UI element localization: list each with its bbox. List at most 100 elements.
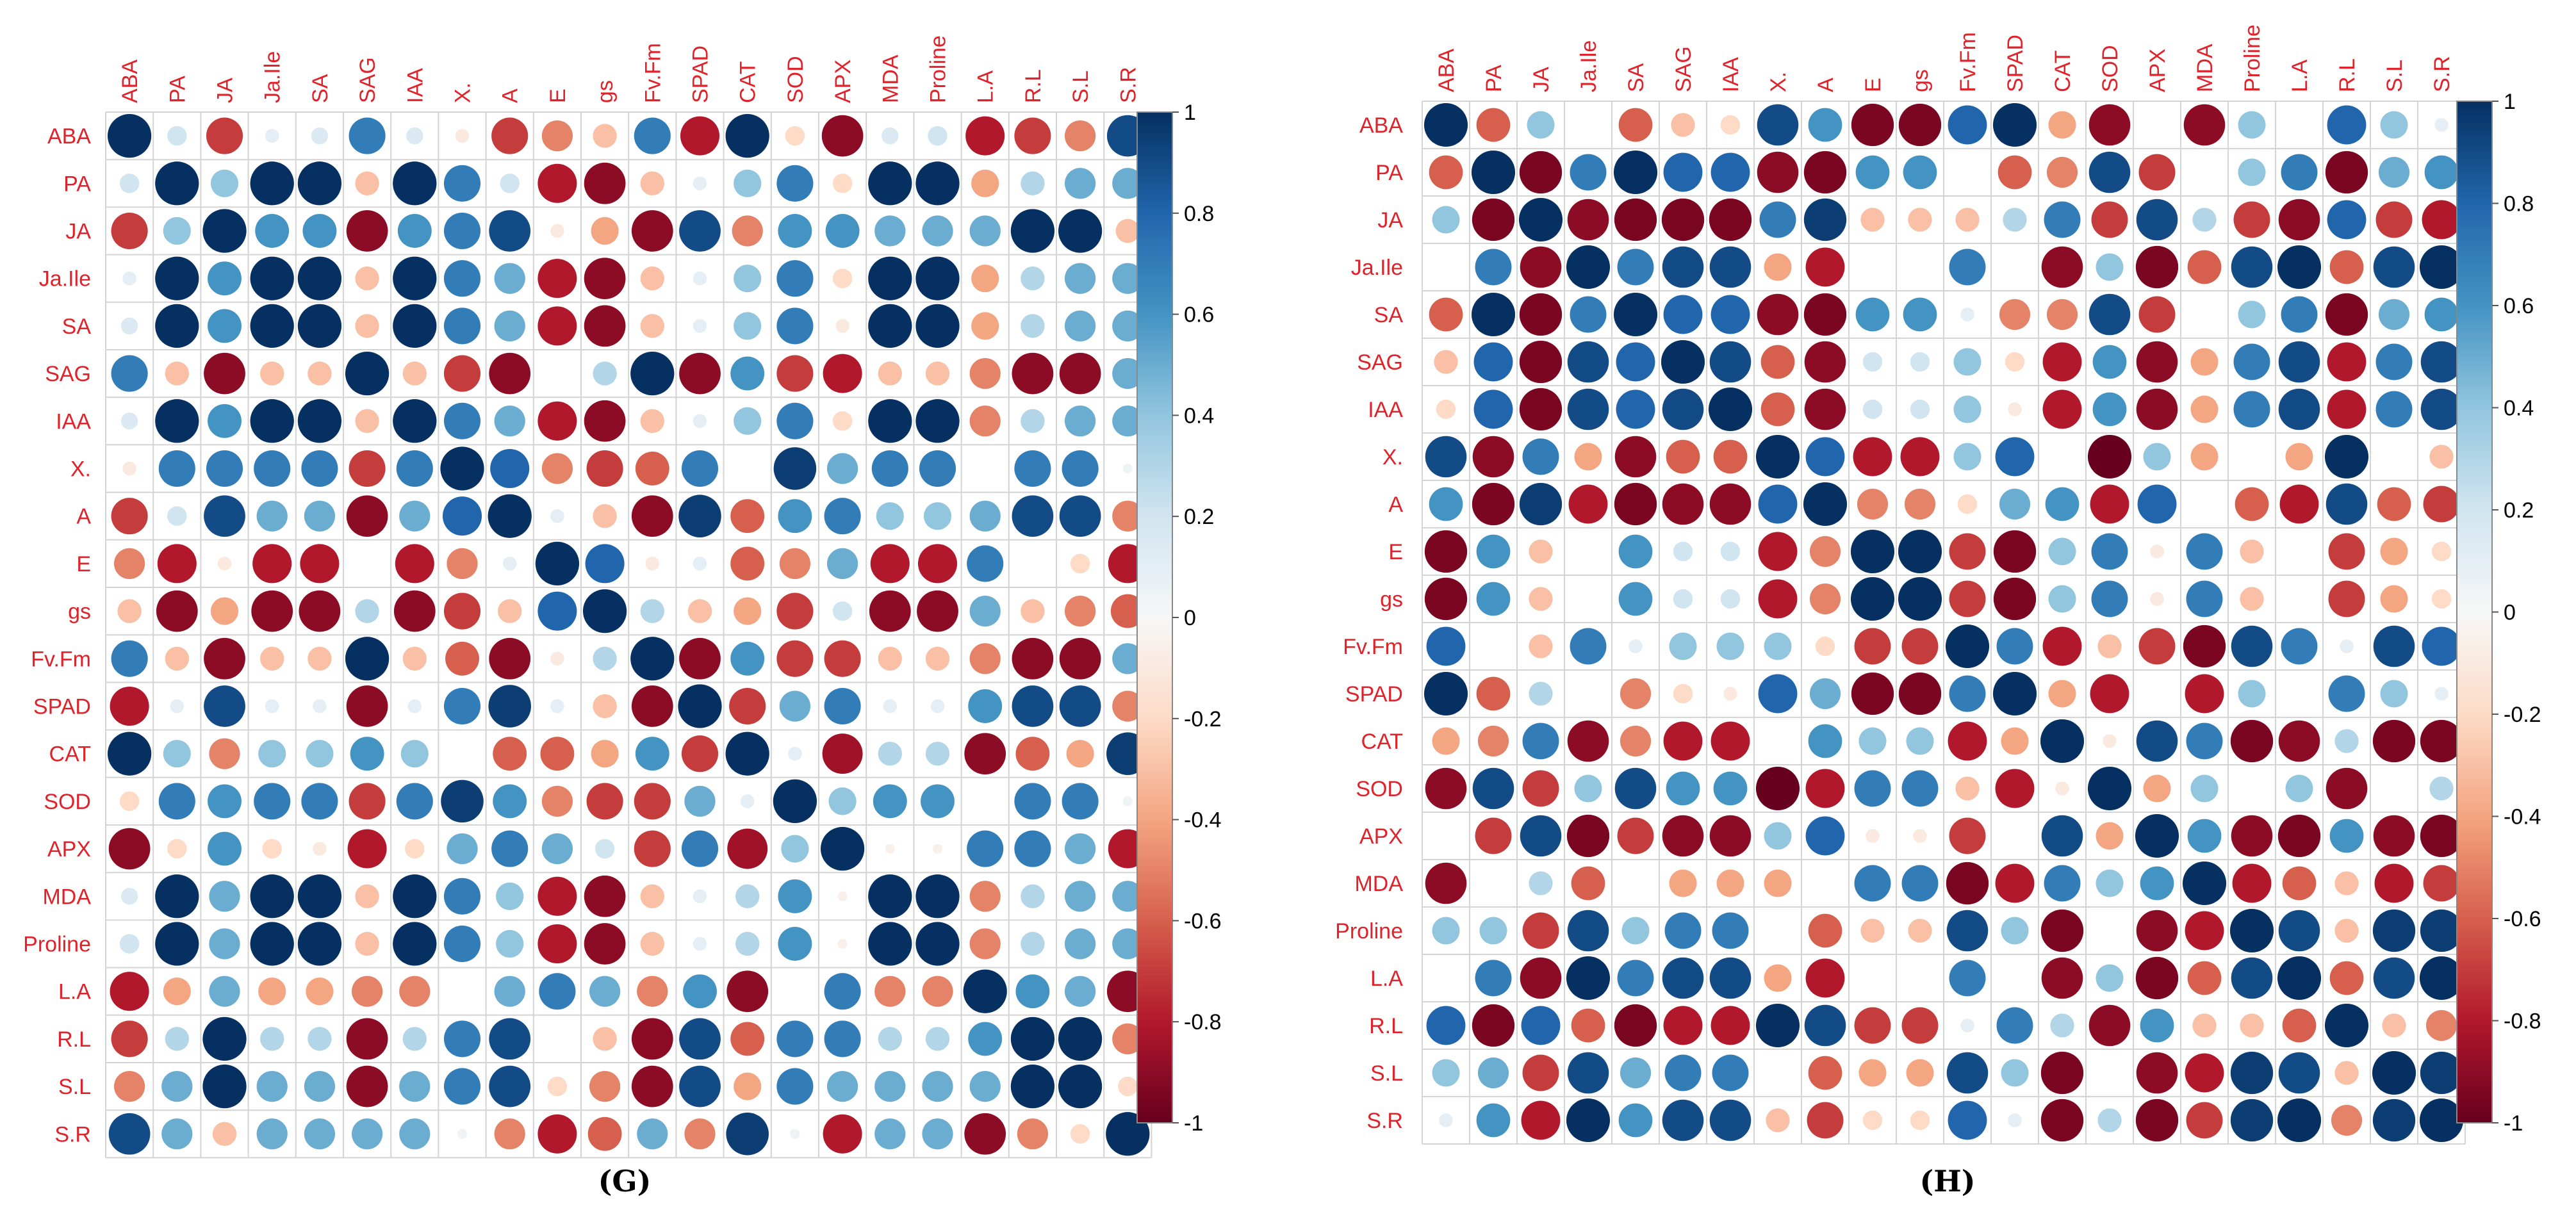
correlation-circle <box>915 304 960 348</box>
correlation-circle <box>110 686 149 726</box>
correlation-circle <box>165 646 189 671</box>
correlation-circle <box>2373 625 2415 667</box>
correlation-circle <box>208 261 242 296</box>
correlation-circle <box>740 794 755 808</box>
correlation-circle <box>679 637 721 680</box>
correlation-circle <box>837 891 848 901</box>
colorbar-tick-label: -0.4 <box>1184 808 1222 833</box>
correlation-circle <box>1948 721 1987 761</box>
correlation-circle <box>110 972 149 1011</box>
colorbar-tick-label: 1 <box>2504 90 2516 114</box>
correlation-circle <box>1662 1099 1704 1141</box>
column-label: E <box>546 88 570 103</box>
correlation-circle <box>2425 1009 2457 1041</box>
correlation-circle <box>2380 111 2408 139</box>
correlation-circle <box>1908 208 1932 232</box>
correlation-circle <box>1567 720 1609 762</box>
correlation-circle <box>2185 911 2224 951</box>
correlation-circle <box>2186 580 2223 617</box>
correlation-circle <box>1475 960 1512 997</box>
colorbar-tick-label: 0.4 <box>1184 404 1214 428</box>
correlation-circle <box>2231 815 2273 857</box>
correlation-circle <box>776 640 814 677</box>
correlation-circle <box>1010 1017 1055 1061</box>
correlation-circle <box>826 1070 858 1102</box>
correlation-circle <box>108 1113 151 1155</box>
correlation-circle <box>250 399 294 443</box>
correlation-circle <box>302 214 337 248</box>
correlation-circle <box>785 126 805 146</box>
correlation-circle <box>635 452 669 486</box>
correlation-circle <box>163 977 191 1006</box>
correlation-circle <box>119 934 140 954</box>
correlation-circle <box>2088 293 2131 336</box>
correlation-circle <box>1996 628 2033 665</box>
correlation-circle <box>835 319 849 333</box>
correlation-circle <box>111 212 148 250</box>
correlation-circle <box>493 784 527 819</box>
correlation-circle <box>308 361 332 386</box>
correlation-circle <box>874 215 906 247</box>
correlation-circle <box>925 1027 950 1051</box>
correlation-circle <box>297 161 342 206</box>
correlation-circle <box>1808 1056 1842 1090</box>
correlation-circle <box>1946 862 1989 905</box>
correlation-circle <box>917 544 958 584</box>
correlation-circle <box>2326 767 2368 810</box>
correlation-circle <box>2136 910 2178 952</box>
correlation-circle <box>537 163 577 203</box>
correlation-circle <box>2233 343 2270 380</box>
correlation-circle <box>584 162 626 204</box>
correlation-circle <box>1805 437 1845 477</box>
correlation-circle <box>824 640 861 677</box>
row-label: MDA <box>1354 872 1403 896</box>
correlation-circle <box>1995 863 2035 903</box>
correlation-circle <box>537 259 577 298</box>
correlation-circle <box>260 1027 284 1051</box>
correlation-circle <box>969 357 1001 389</box>
correlation-circle <box>2329 961 2364 995</box>
correlation-circle <box>496 929 524 958</box>
row-label: S.L <box>58 1075 91 1099</box>
row-label: A <box>1388 493 1403 517</box>
correlation-circle <box>734 1072 762 1100</box>
correlation-circle <box>779 548 811 580</box>
correlation-circle <box>2041 246 2083 288</box>
correlation-circle <box>1948 105 1987 145</box>
correlation-circle <box>402 1027 427 1051</box>
correlation-circle <box>2238 300 2266 329</box>
correlation-circle <box>734 169 762 197</box>
correlation-circle <box>969 405 1001 437</box>
correlation-circle <box>1673 683 1693 704</box>
correlation-circle <box>1064 405 1096 437</box>
correlation-circle <box>1720 541 1741 562</box>
correlation-circle <box>2230 719 2274 763</box>
correlation-circle <box>1898 672 1942 715</box>
correlation-circle <box>1996 1007 2033 1044</box>
correlation-circle <box>1010 1064 1055 1109</box>
correlation-circle <box>165 1027 189 1051</box>
correlation-circle <box>2090 674 2129 714</box>
correlation-circle <box>537 924 577 964</box>
correlation-circle <box>1064 263 1096 294</box>
correlation-circle <box>550 509 564 523</box>
row-label: Fv.Fm <box>31 647 91 671</box>
correlation-circle <box>679 352 721 395</box>
correlation-circle <box>107 731 152 776</box>
correlation-circle <box>1424 530 1468 573</box>
correlation-circle <box>2087 766 2132 811</box>
correlation-circle <box>1429 155 1463 190</box>
correlation-circle <box>2281 296 2318 333</box>
correlation-circle <box>2048 680 2076 708</box>
correlation-circle <box>2046 156 2078 188</box>
correlation-circle <box>2329 250 2364 284</box>
correlation-circle <box>778 214 812 248</box>
correlation-circle <box>832 268 853 288</box>
correlation-circle <box>1805 958 1845 998</box>
correlation-circle <box>345 351 390 396</box>
correlation-circle <box>631 210 673 252</box>
correlation-circle <box>494 405 525 437</box>
correlation-circle <box>729 687 766 725</box>
correlation-circle <box>868 874 912 919</box>
